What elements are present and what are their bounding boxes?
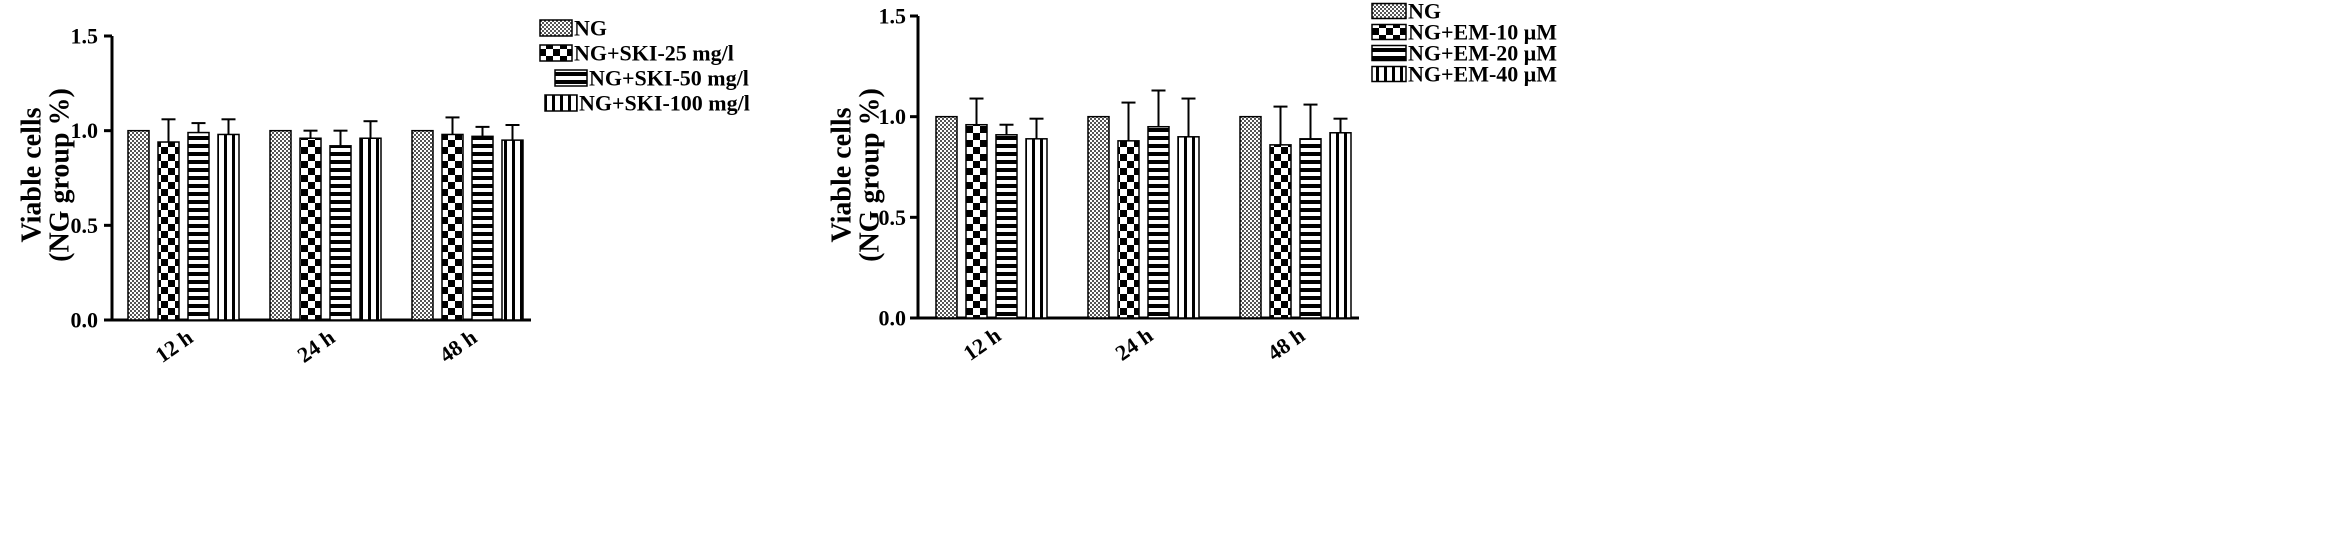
- bar: [935, 115, 958, 319]
- y-tick-label: 1.5: [71, 24, 99, 49]
- x-tick-label: 12 h: [959, 322, 1006, 365]
- legend-swatch: [1371, 44, 1407, 62]
- x-tick-label: 24 h: [1111, 322, 1158, 365]
- y-tick-label: 0.0: [879, 306, 907, 331]
- bar: [217, 133, 240, 321]
- bar: [471, 135, 494, 321]
- bar: [501, 139, 524, 321]
- bar: [157, 141, 180, 321]
- legend-label: NG+SKI-25 mg/l: [574, 41, 734, 66]
- legend-swatch: [1371, 2, 1407, 20]
- bar: [127, 129, 150, 321]
- bar: [411, 129, 434, 321]
- bar: [441, 133, 464, 321]
- y-tick-label: 0.0: [71, 308, 99, 333]
- legend-label: NG: [574, 16, 607, 41]
- bar: [1147, 125, 1170, 319]
- bar: [995, 134, 1018, 319]
- y-axis-label: Viable cells: [17, 107, 48, 242]
- x-tick-label: 12 h: [151, 324, 198, 367]
- bar: [965, 123, 988, 319]
- legend-swatch: [554, 69, 588, 87]
- x-tick-label: 24 h: [293, 324, 340, 367]
- y-tick-label: 1.0: [71, 118, 99, 143]
- chart-2: Viable cells(NG group %) 0.0 0.5 1.0 1.5 12 h…: [827, 0, 1558, 366]
- legend-label: NG+EM-10 μM: [1408, 20, 1557, 45]
- bar: [329, 145, 352, 321]
- bar: [1329, 132, 1352, 319]
- legend-label: NG+EM-20 μM: [1408, 41, 1557, 66]
- chart-1: Viable cells(NG group %) 0.0 0.5 1.0 1.5 12 h…: [17, 16, 750, 368]
- legend-swatch: [539, 19, 573, 37]
- legend-swatch: [1371, 23, 1407, 41]
- y-tick-label: 1.0: [879, 104, 907, 129]
- bar: [1025, 138, 1048, 319]
- bar: [359, 137, 382, 321]
- bar: [269, 129, 292, 321]
- bar: [1299, 138, 1322, 319]
- y-tick-label: 0.5: [879, 205, 907, 230]
- legend-label: NG+SKI-50 mg/l: [589, 66, 749, 91]
- y-axis-label: Viable cells: [827, 107, 858, 242]
- y-axis-label: (NG group %): [855, 88, 886, 262]
- legend-label: NG+EM-40 μM: [1408, 62, 1557, 87]
- legend-swatch: [539, 44, 573, 62]
- legend-swatch: [1371, 65, 1407, 83]
- legend-label: NG+SKI-100 mg/l: [579, 91, 750, 116]
- x-tick-label: 48 h: [435, 324, 482, 367]
- bar: [1177, 136, 1200, 319]
- bar: [299, 137, 322, 321]
- y-tick-label: 0.5: [71, 213, 99, 238]
- bar: [1269, 144, 1292, 319]
- bar: [187, 131, 210, 321]
- y-axis-label: (NG group %): [45, 88, 76, 262]
- y-tick-label: 1.5: [879, 4, 907, 29]
- x-tick-label: 48 h: [1263, 322, 1310, 365]
- legend-swatch: [544, 94, 578, 112]
- bar: [1087, 115, 1110, 319]
- bar: [1239, 115, 1262, 319]
- legend-label: NG: [1408, 0, 1441, 24]
- bar: [1117, 140, 1140, 319]
